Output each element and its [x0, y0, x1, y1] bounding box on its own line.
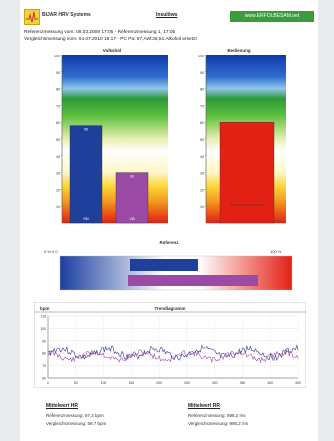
stat-hr-reference: Referenzmessung: 67,3 bpm [46, 413, 104, 418]
right-chart-bar [219, 121, 275, 224]
heart-logo-icon [24, 9, 40, 25]
left-chart-bar [69, 125, 103, 224]
trend-line-reference [47, 344, 299, 361]
left-chart-value-label: 58 [84, 128, 88, 132]
right-chart-y-tick: 60 [200, 121, 204, 125]
trend-y-tick: 110 [41, 315, 47, 319]
trend-x-tick: 100 [101, 381, 107, 385]
comparison-info-line: Vergleichsmessung vom: 04.07.2010 18:17 … [24, 37, 197, 42]
left-chart-y-tick: 10 [56, 205, 60, 209]
trend-x-tick: 200 [156, 381, 162, 385]
right-chart-y-tick: 100 [198, 55, 204, 58]
left-chart-y-tick: 100 [54, 55, 60, 58]
right-chart-y-tick: 20 [200, 188, 204, 192]
trend-y-tick: 80 [42, 352, 46, 356]
stat-rr-reference: Referenzmessung: 898,2 ms [188, 413, 246, 418]
reference-left-label: 0 % 0 0 [44, 249, 58, 254]
trend-x-tick: 250 [184, 381, 190, 385]
left-chart-bar [115, 172, 149, 224]
right-chart-y-tick: 90 [200, 71, 204, 75]
document-title: Insulöws [156, 12, 178, 18]
stat-heading-hr: Mittelwert HR [46, 403, 78, 409]
trend-chart: bpm Trendlagramm 110 100 90 80 70 600 50 100 150… [34, 302, 306, 388]
reference-info-line: Referenzmessung vom: 08.03.2009 17:05 - … [24, 30, 176, 35]
stat-rr-comparison: Vergleichsmessung: 995,2 ms [188, 421, 249, 426]
left-chart-y-tick: 40 [56, 155, 60, 159]
trend-x-tick: 150 [128, 381, 134, 385]
trend-title: Trendlagramm [154, 306, 185, 311]
left-chart-y-tick: 50 [56, 138, 60, 142]
left-chart-title: Volkshol [102, 48, 122, 53]
right-chart-y-tick: 10 [200, 205, 204, 209]
reference-bar: 0 % 0 0 100 % [44, 249, 293, 291]
trend-x-tick: 0 [47, 381, 49, 385]
left-chart-value-label: 30 [130, 175, 134, 179]
trend-x-tick: 450 [295, 381, 301, 385]
trend-y-label: bpm [40, 306, 50, 311]
left-bar-chart: 100 90 80 70 60 50 40 30 20 10 58 RM 30 VM [54, 55, 168, 224]
trend-x-tick: 350 [240, 381, 246, 385]
brand-name: BIJAR HRV Systems [42, 12, 91, 18]
trend-frame [34, 302, 306, 388]
trend-y-tick: 100 [40, 327, 46, 331]
reference-blue-bar [130, 259, 198, 271]
right-chart-y-tick: 40 [200, 155, 204, 159]
stat-heading-rr: Mittelwert RR [188, 403, 220, 409]
left-chart-y-tick: 90 [56, 71, 60, 75]
reference-title: Referenz [159, 240, 179, 245]
trend-x-tick: 300 [212, 381, 218, 385]
right-chart-y-tick: 70 [200, 104, 204, 108]
trend-y-tick: 90 [42, 339, 46, 343]
reference-right-label: 100 % [270, 249, 282, 254]
trend-line-comparison [47, 348, 299, 364]
left-chart-y-tick: 20 [56, 188, 60, 192]
left-chart-y-tick: 80 [56, 88, 60, 92]
reference-purple-bar [128, 275, 258, 286]
trend-x-tick: 400 [267, 381, 273, 385]
report-page: BIJAR HRV Systems Insulöws www.ERFOLBESA… [20, 0, 318, 441]
left-chart-y-tick: 70 [56, 104, 60, 108]
left-chart-x-label: RM [83, 217, 88, 221]
trend-x-tick: 50 [74, 381, 78, 385]
right-chart-title: Bedienung [227, 48, 251, 53]
trend-y-tick: 60 [42, 377, 46, 381]
right-chart-y-tick: 30 [200, 172, 204, 176]
right-bar-chart: 100 90 80 70 60 50 40 30 20 10 [198, 55, 286, 224]
left-chart-y-tick: 60 [56, 121, 60, 125]
right-chart-y-tick: 50 [200, 138, 204, 142]
trend-y-tick: 70 [42, 364, 46, 368]
website-link[interactable]: www.ERFOLBESAM.net [230, 11, 314, 22]
left-chart-x-label: VM [129, 217, 134, 221]
left-chart-y-tick: 30 [56, 172, 60, 176]
right-chart-y-tick: 80 [200, 88, 204, 92]
report-header: BIJAR HRV Systems Insulöws www.ERFOLBESA… [20, 8, 318, 26]
stat-hr-comparison: Vergleichsmessung: 59,7 bpm [46, 421, 107, 426]
